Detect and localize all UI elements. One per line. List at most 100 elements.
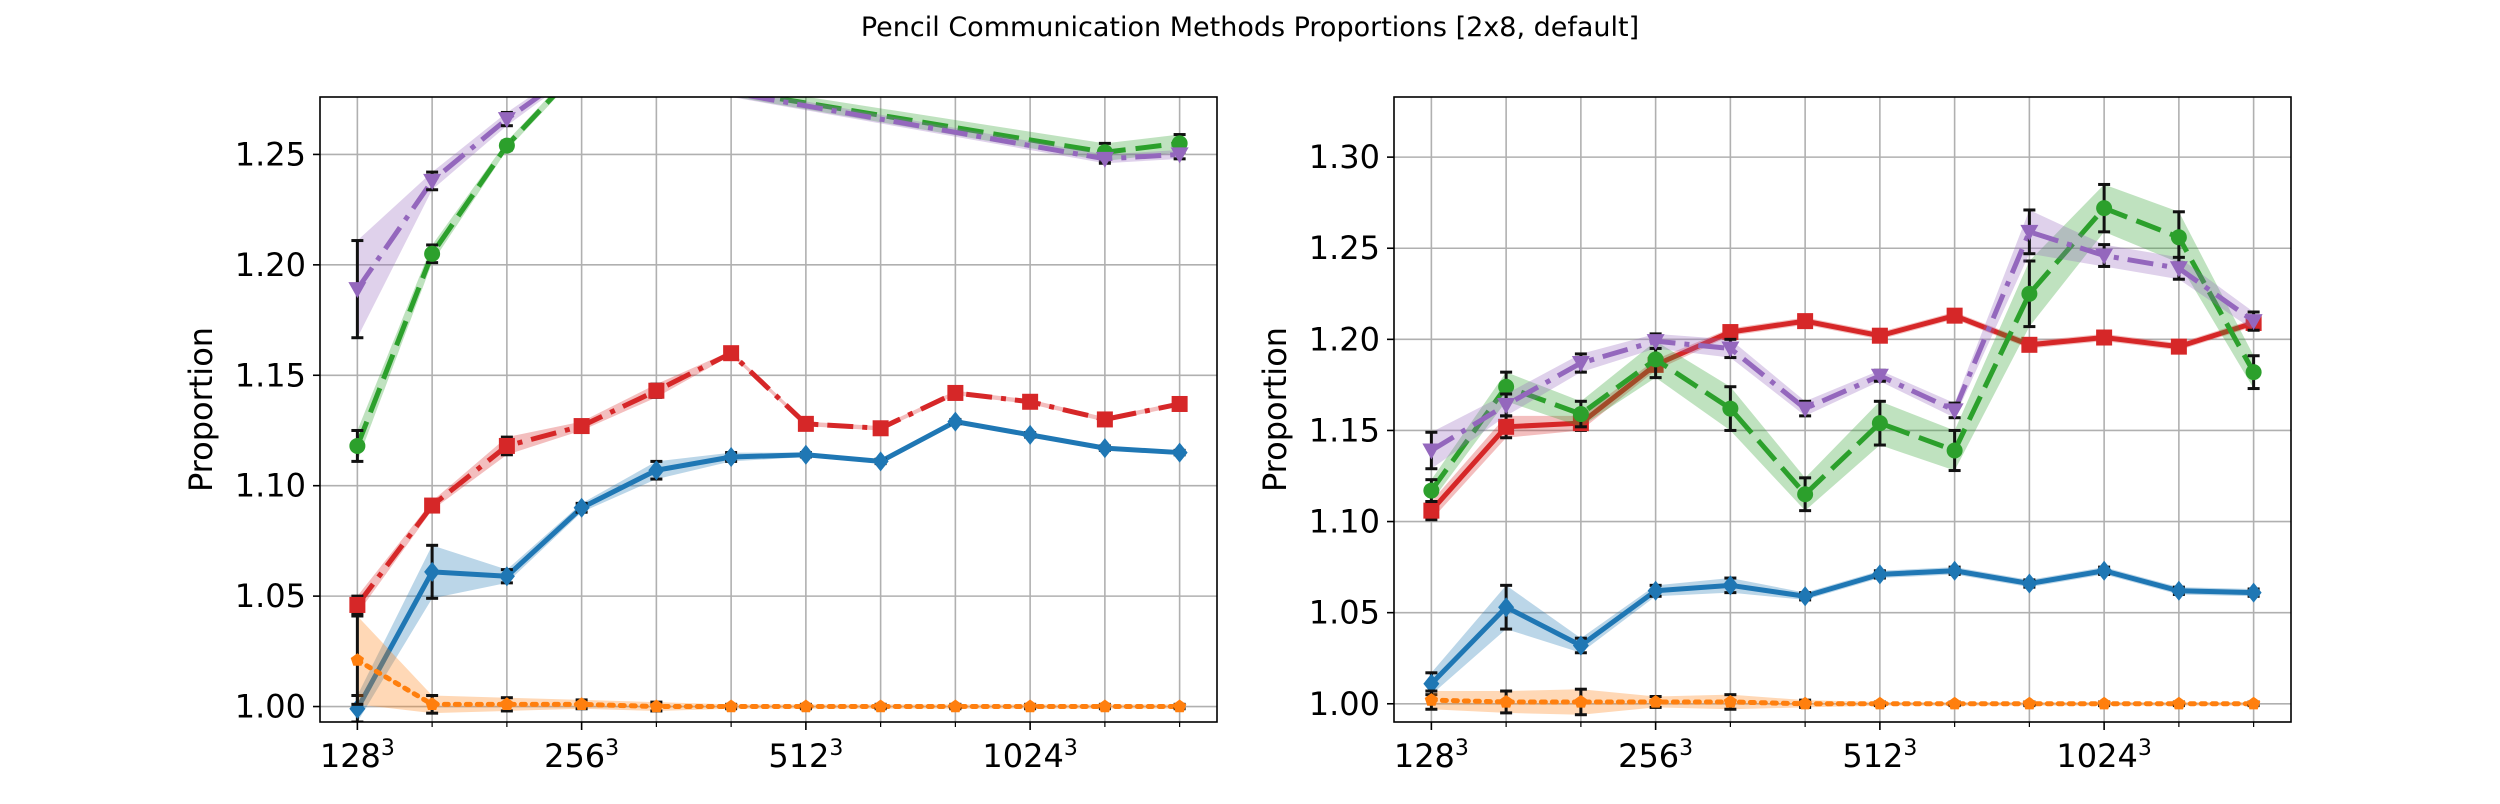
data-point (1871, 415, 1888, 432)
y-tick-label: 1.25 (235, 135, 306, 173)
y-tick-label: 1.05 (1309, 594, 1380, 632)
series-1 (1424, 687, 2261, 717)
data-point (1647, 351, 1664, 368)
error-band (357, 97, 1180, 462)
chart-panel-right: 1.00 1.05 1.10 1.15 1.20 1.25 1.30 Proportion 12… (1256, 96, 2292, 775)
x-axis: 1283 2563 5123 10243 (320, 722, 1181, 775)
series-line (1429, 313, 2255, 513)
y-tick-label: 1.20 (1309, 320, 1380, 358)
data-point (2245, 364, 2262, 381)
x-axis: 1283 2563 5123 10243 (1394, 722, 2255, 775)
data-point (797, 444, 814, 465)
data-point (1423, 482, 1440, 499)
plot-area (1422, 182, 2263, 717)
series-line (354, 657, 1183, 710)
data-point (573, 418, 590, 435)
data-point (1649, 695, 1663, 708)
data-point (498, 566, 515, 587)
data-point (1424, 693, 1438, 706)
data-point (1098, 699, 1112, 713)
data-point (1723, 695, 1737, 708)
figure-title: Pencil Communication Methods Proportions… (860, 12, 1640, 43)
data-point (1497, 397, 1516, 414)
data-point (1171, 395, 1188, 412)
y-tick-label: 1.25 (1309, 229, 1380, 267)
data-point (350, 653, 364, 666)
y-tick-label: 1.15 (1309, 411, 1380, 449)
chart-panel-left: 1.00 1.05 1.10 1.15 1.20 1.25 Proportion 1283 25… (182, 59, 1218, 775)
data-point (1498, 378, 1515, 395)
error-band (1431, 184, 2254, 511)
data-point (2170, 229, 2187, 246)
data-point (1173, 699, 1187, 713)
series-3 (349, 62, 1188, 463)
series-line (355, 97, 1180, 291)
y-axis-label: Proportion (1256, 327, 1294, 492)
data-point (2021, 285, 2038, 302)
y-tick-label: 1.00 (235, 688, 306, 726)
data-point (498, 437, 515, 454)
data-point (724, 699, 738, 713)
data-point (1022, 393, 1039, 410)
error-band (357, 97, 1180, 338)
data-point (947, 411, 964, 432)
data-point (348, 282, 367, 299)
data-point (872, 420, 889, 437)
data-point (1870, 368, 1889, 385)
data-point (1171, 442, 1188, 463)
data-point (1948, 696, 1962, 710)
data-point (1096, 438, 1113, 459)
data-point (649, 699, 663, 713)
data-point (1574, 695, 1588, 708)
data-point (349, 437, 366, 454)
data-point (2022, 696, 2036, 710)
data-point (573, 497, 590, 518)
x-tick-label: 2563 (544, 736, 619, 775)
data-point (874, 699, 888, 713)
data-point (1796, 401, 1815, 418)
data-point (500, 697, 514, 710)
data-point (648, 460, 665, 481)
data-point (723, 345, 740, 362)
error-bar (576, 62, 588, 71)
x-tick-label: 1283 (1394, 736, 1469, 775)
series-1 (350, 614, 1187, 715)
data-point (1096, 411, 1113, 428)
data-point (1572, 406, 1589, 423)
data-point (2020, 224, 2039, 241)
error-band (1431, 312, 2254, 520)
data-point (2245, 582, 2262, 603)
error-band (357, 615, 1180, 714)
axes-frame (1393, 96, 2292, 723)
data-point (723, 446, 740, 467)
data-point (1572, 635, 1589, 656)
data-point (573, 59, 591, 75)
x-tick-label: 10243 (982, 736, 1077, 775)
x-tick-label: 10243 (2056, 736, 2151, 775)
data-point (575, 697, 589, 710)
y-tick-label: 1.10 (1309, 503, 1380, 541)
data-point (1423, 673, 1440, 694)
series-0 (1423, 560, 2262, 697)
data-point (1797, 486, 1814, 503)
data-point (425, 697, 439, 710)
series-3 (1423, 182, 2262, 513)
data-point (948, 699, 962, 713)
series-line (1430, 229, 2256, 453)
error-band (1431, 567, 2254, 695)
data-point (648, 382, 665, 399)
y-tick-label: 1.10 (235, 467, 306, 505)
y-tick-label: 1.05 (235, 577, 306, 615)
data-point (872, 451, 889, 472)
series-line (355, 419, 1180, 710)
data-point (947, 384, 964, 401)
data-point (1095, 151, 1114, 168)
series-4 (1422, 208, 2263, 471)
x-tick-label: 2563 (1618, 736, 1693, 775)
y-axis: 1.00 1.05 1.10 1.15 1.20 1.25 Proportion (182, 135, 320, 726)
data-point (424, 245, 441, 262)
data-point (1422, 443, 1441, 460)
data-point (498, 137, 515, 154)
data-point (2172, 696, 2186, 710)
